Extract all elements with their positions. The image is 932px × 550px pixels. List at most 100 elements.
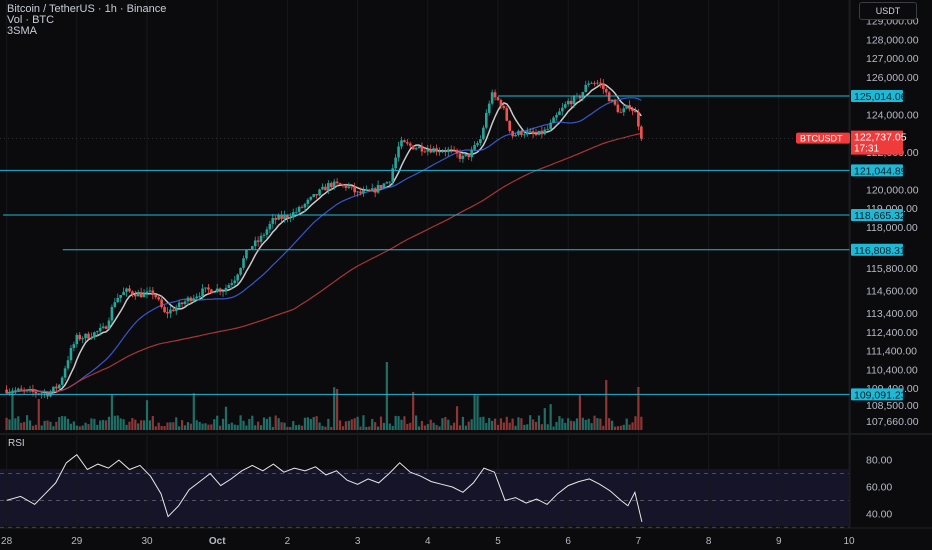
- volume-bar: [157, 422, 160, 430]
- chart-grid: [6, 0, 850, 528]
- volume-bar: [575, 418, 579, 430]
- volume-bar: [119, 418, 122, 430]
- volume-bar: [473, 394, 476, 430]
- time-tick-label: 10: [843, 536, 855, 547]
- volume-bar: [555, 421, 558, 430]
- volume-bar: [368, 426, 371, 430]
- candle-body: [160, 299, 163, 308]
- volume-bar: [172, 422, 175, 430]
- volume-bar: [116, 415, 119, 430]
- volume-bar: [181, 420, 184, 430]
- time-tick-label: 8: [706, 536, 712, 547]
- candle-body: [169, 309, 172, 314]
- volume-bar: [412, 391, 415, 430]
- candle-body: [201, 288, 204, 297]
- volume-bar: [315, 416, 318, 430]
- volume-bar: [183, 425, 187, 430]
- candle-body: [19, 388, 23, 390]
- volume-bar: [75, 425, 78, 430]
- candle-body: [329, 183, 333, 188]
- volume-bar: [502, 422, 505, 430]
- volume-bar: [511, 418, 514, 430]
- volume-bar: [599, 418, 602, 430]
- candle-body: [154, 295, 158, 298]
- candle-body: [537, 130, 541, 135]
- horizontal-levels[interactable]: [0, 95, 850, 395]
- price-tick-label: 118,000.00: [866, 222, 918, 234]
- candle-body: [534, 133, 538, 135]
- volume-bar: [40, 425, 43, 430]
- candle-body: [578, 95, 582, 99]
- level-price-tag-4: [851, 388, 903, 401]
- candle-body: [622, 108, 626, 113]
- volume-bar: [458, 425, 462, 430]
- candle-body: [482, 127, 485, 140]
- symbol-title[interactable]: Bitcoin / TetherUS · 1h · Binance: [7, 3, 167, 15]
- candle-body: [215, 288, 219, 293]
- volume-bar: [593, 415, 596, 430]
- volume-bar: [455, 406, 459, 430]
- time-tick-label: 28: [1, 536, 13, 547]
- candle-body: [277, 215, 280, 220]
- rsi-tick-label: 40.00: [866, 508, 892, 520]
- volume-bar: [148, 420, 152, 430]
- candle-body: [464, 154, 468, 156]
- price-tick-label: 108,500.00: [866, 400, 919, 412]
- volume-bar: [104, 420, 108, 430]
- candle-body: [391, 168, 394, 182]
- candle-body: [5, 389, 8, 394]
- candle-body: [546, 128, 550, 130]
- volume-bar: [558, 416, 561, 430]
- candle-body: [95, 331, 99, 333]
- volume-bar: [201, 423, 204, 430]
- candle-body: [528, 131, 532, 133]
- volume-legend[interactable]: Vol · BTC: [7, 14, 55, 26]
- volume-bar: [213, 419, 216, 430]
- candle-body: [379, 185, 383, 188]
- price-tick-label: 114,600.00: [866, 286, 918, 298]
- candle-body: [446, 149, 450, 153]
- level-price-label: 116,808.31: [854, 245, 906, 257]
- price-axis[interactable]: 129,000.00128,000.00127,000.00126,000.00…: [849, 0, 919, 528]
- volume-bar: [230, 422, 233, 430]
- time-tick-label: 4: [425, 536, 431, 547]
- volume-bar: [628, 424, 631, 430]
- candle-body: [581, 92, 585, 99]
- volume-bar: [327, 418, 330, 430]
- sma-legend[interactable]: 3SMA: [7, 25, 37, 37]
- volume-bar: [151, 416, 154, 430]
- currency-button[interactable]: USDT: [859, 2, 917, 20]
- candle-body: [157, 297, 160, 300]
- candle-body: [563, 104, 567, 108]
- candle-body: [625, 105, 628, 109]
- candle-body: [309, 196, 313, 200]
- candle-body: [335, 181, 339, 184]
- candle-body: [455, 150, 459, 154]
- candle-body: [239, 267, 242, 275]
- volume-bar: [131, 418, 134, 430]
- volume-bar: [488, 417, 491, 430]
- volume-bar: [637, 387, 640, 430]
- candle-body: [195, 296, 199, 299]
- candle-body: [75, 334, 79, 345]
- candle-body: [318, 189, 321, 196]
- candle-body: [613, 99, 617, 105]
- candle-body: [566, 100, 570, 105]
- rsi-legend[interactable]: RSI: [8, 438, 25, 449]
- candle-body: [251, 246, 254, 249]
- candle-body: [253, 240, 257, 247]
- candle-body: [22, 389, 26, 391]
- volume-bar: [570, 420, 573, 430]
- time-tick-label: 5: [495, 536, 501, 547]
- volume-bar: [403, 416, 406, 430]
- volume-bar: [379, 416, 383, 430]
- candle-body: [107, 320, 111, 329]
- candle-body: [426, 149, 430, 152]
- time-axis[interactable]: 28 29 30 Oct 2 3 4 5 6 7 8 9 10: [0, 527, 932, 547]
- candle-body: [359, 191, 362, 194]
- candle-body: [420, 146, 424, 152]
- candle-body: [511, 130, 514, 137]
- candle-body: [212, 292, 216, 294]
